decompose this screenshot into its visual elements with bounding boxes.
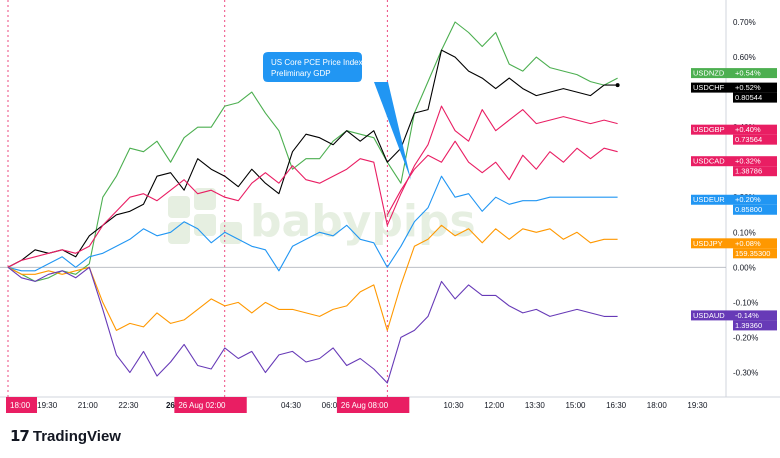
badge-change: +0.54% bbox=[735, 69, 761, 78]
badge-value: 0.73564 bbox=[735, 135, 762, 144]
legend-badge-usdeur: USDEUR +0.20%0.85800 bbox=[691, 194, 777, 215]
watermark: babypips bbox=[168, 188, 476, 247]
x-tick-label: 22:30 bbox=[118, 401, 139, 410]
tradingview-icon: 17 bbox=[10, 427, 30, 445]
y-tick-label: -0.10% bbox=[733, 298, 758, 307]
badge-name: USDEUR bbox=[693, 195, 725, 204]
badge-name: USDAUD bbox=[693, 311, 725, 320]
series-line-usdeur bbox=[7, 175, 618, 272]
time-tick-highlight bbox=[174, 397, 247, 413]
badge-name: USDJPY bbox=[693, 239, 723, 248]
x-tick-label: 15:00 bbox=[565, 401, 586, 410]
x-tick-label: 21:00 bbox=[78, 401, 99, 410]
x-tick-label: 26 Aug 08:00 bbox=[341, 401, 389, 410]
legend-badge-usdchf: USDCHF +0.52%0.80544 bbox=[691, 82, 777, 103]
x-tick-label: 13:30 bbox=[525, 401, 546, 410]
y-tick-label: 0.10% bbox=[733, 228, 756, 237]
legend-badge-usdnzd: USDNZD +0.54% bbox=[691, 68, 777, 79]
x-tick-label: 12:00 bbox=[484, 401, 505, 410]
badge-value: 1.38786 bbox=[735, 167, 762, 176]
badge-name: USDGBP bbox=[693, 125, 725, 134]
x-tick-label: 19:30 bbox=[687, 401, 708, 410]
badge-value: 0.85800 bbox=[735, 205, 762, 214]
series-line-usdjpy bbox=[7, 224, 618, 331]
y-tick-label: -0.30% bbox=[733, 368, 758, 377]
x-tick-label: 16:30 bbox=[606, 401, 627, 410]
callout-line-1: US Core PCE Price Index bbox=[271, 58, 363, 67]
legend-badge-usdgbp: USDGBP +0.40%0.73564 bbox=[691, 124, 777, 145]
tradingview-brand: TradingView bbox=[32, 427, 121, 445]
watermark-text: babypips bbox=[250, 196, 476, 247]
legend-badge-usdjpy: USDJPY +0.08%159.35300 bbox=[691, 238, 777, 259]
series-line-usdgbp bbox=[7, 105, 618, 268]
x-tick-label: 26 bbox=[166, 401, 175, 410]
y-tick-label: 0.60% bbox=[733, 53, 756, 62]
badge-name: USDCAD bbox=[693, 157, 725, 166]
x-tick-label: 26 Aug 02:00 bbox=[178, 401, 226, 410]
x-tick-label: 19:30 bbox=[37, 401, 58, 410]
badge-name: USDCHF bbox=[693, 83, 725, 92]
series-line-usdaud bbox=[7, 266, 618, 384]
badge-value: 1.39360 bbox=[735, 321, 762, 330]
tradingview-logo: 17 TradingView bbox=[10, 427, 121, 445]
y-tick-label: 0.70% bbox=[733, 18, 756, 27]
badge-change: -0.14% bbox=[735, 311, 759, 320]
time-tick-highlight bbox=[336, 397, 410, 413]
badge-change: +0.52% bbox=[735, 83, 761, 92]
x-tick-label: 18:00 bbox=[10, 401, 31, 410]
time-tick-highlight bbox=[6, 397, 37, 413]
badge-change: +0.08% bbox=[735, 239, 761, 248]
legend-badge-usdaud: USDAUD -0.14%1.39360 bbox=[691, 310, 777, 331]
last-point-marker bbox=[615, 83, 620, 88]
callout-line-2: Preliminary GDP bbox=[271, 69, 331, 78]
y-tick-label: -0.20% bbox=[733, 333, 758, 342]
badge-change: +0.20% bbox=[735, 195, 761, 204]
y-tick-label: 0.00% bbox=[733, 263, 756, 272]
series-line-usdchf bbox=[7, 49, 618, 268]
x-tick-label: 06:00 bbox=[322, 401, 343, 410]
badge-name: USDNZD bbox=[693, 69, 725, 78]
badge-change: +0.32% bbox=[735, 157, 761, 166]
x-tick-label: 04:30 bbox=[281, 401, 302, 410]
badge-value: 0.80544 bbox=[735, 93, 762, 102]
event-callout: US Core PCE Price Index Preliminary GDP bbox=[263, 52, 411, 180]
series-line-usdcad bbox=[386, 140, 618, 216]
x-tick-label: 10:30 bbox=[444, 401, 465, 410]
series-line-usdnzd bbox=[7, 21, 618, 282]
badge-value: 159.35300 bbox=[735, 249, 770, 258]
x-tick-label: 18:00 bbox=[647, 401, 668, 410]
legend-badge-usdcad: USDCAD +0.32%1.38786 bbox=[691, 156, 777, 177]
badge-change: +0.40% bbox=[735, 125, 761, 134]
